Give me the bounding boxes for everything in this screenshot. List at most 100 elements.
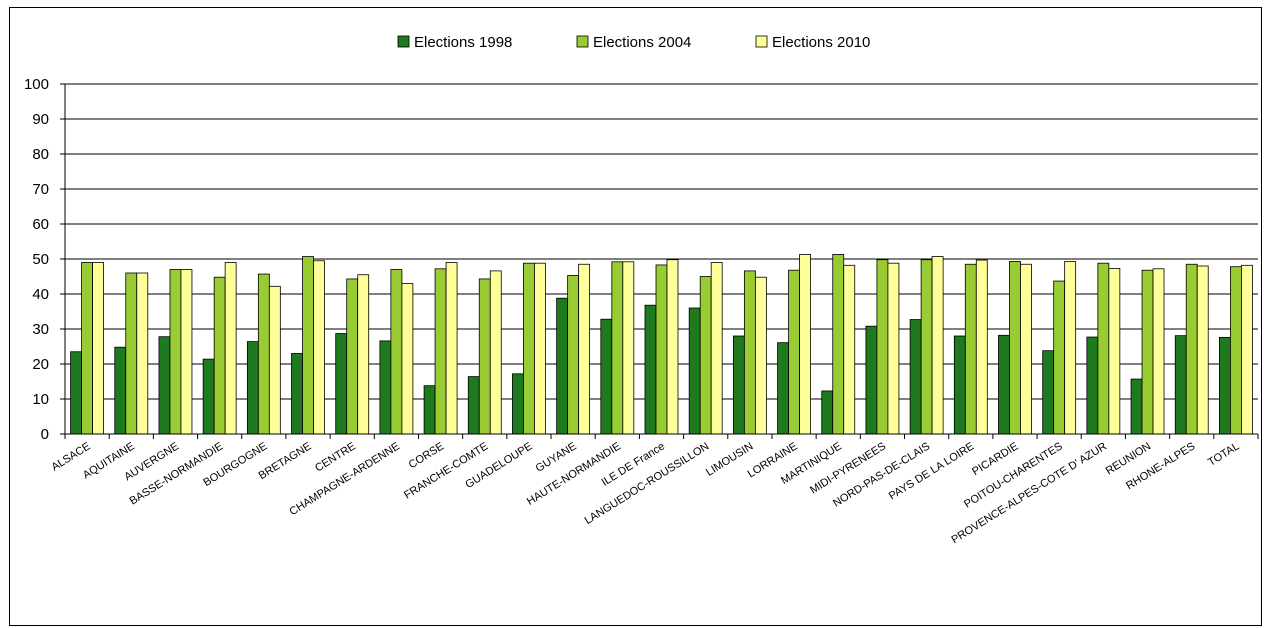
- bar-elections-2004-6: [346, 278, 359, 435]
- y-tick-label: 20: [32, 356, 49, 373]
- bar-elections-1998-21: [998, 334, 1010, 435]
- bar-elections-1998-12: [600, 318, 613, 435]
- bar-elections-2004-13: [655, 264, 668, 435]
- bar-elections-1998-23: [1086, 336, 1099, 435]
- bar-elections-1998-22: [1042, 350, 1055, 435]
- bar-elections-2010-13: [666, 259, 679, 435]
- bar-elections-2004-11: [567, 275, 580, 435]
- bar-elections-2010-12: [622, 261, 635, 435]
- y-tick-label: 80: [32, 146, 49, 163]
- bar-elections-1998-15: [732, 335, 745, 435]
- bar-elections-2004-20: [964, 263, 977, 435]
- legend-swatch: [755, 35, 768, 48]
- y-tick-label: 30: [32, 321, 49, 338]
- x-tick-label: FRANCHE-COMTE: [402, 440, 490, 501]
- bar-elections-2004-18: [876, 259, 889, 435]
- bar-elections-1998-18: [865, 325, 878, 435]
- bar-elections-1998-10: [512, 373, 524, 435]
- y-tick-label: 90: [32, 111, 49, 128]
- bar-elections-1998-3: [202, 358, 215, 435]
- x-tick-label: TOTAL: [1206, 440, 1242, 468]
- bar-elections-1998-26: [1219, 336, 1231, 435]
- bar-elections-1998-17: [821, 390, 834, 435]
- bar-elections-2010-23: [1108, 268, 1121, 435]
- bar-elections-2010-10: [534, 262, 546, 435]
- bar-elections-2010-0: [92, 262, 104, 435]
- y-tick-label: 100: [24, 76, 49, 93]
- y-tick-label: 0: [41, 426, 49, 443]
- bar-elections-2004-17: [832, 254, 845, 435]
- bar-elections-2004-22: [1053, 280, 1066, 435]
- bar-elections-2004-14: [699, 276, 712, 435]
- bar-elections-1998-16: [777, 342, 789, 435]
- legend-label: Elections 2004: [593, 34, 691, 51]
- y-tick-label: 60: [32, 216, 49, 233]
- y-tick-label: 70: [32, 181, 49, 198]
- bar-elections-2010-11: [578, 263, 591, 435]
- bar-elections-2004-23: [1097, 262, 1110, 435]
- bar-elections-2010-22: [1064, 261, 1077, 435]
- legend-label: Elections 1998: [414, 34, 512, 51]
- bar-series: [70, 254, 1253, 435]
- bar-elections-2010-6: [357, 274, 370, 435]
- bar-elections-2004-0: [81, 262, 93, 435]
- bar-elections-2004-25: [1185, 263, 1198, 435]
- bar-elections-2010-25: [1196, 265, 1209, 435]
- bar-elections-2004-16: [788, 269, 800, 435]
- bar-elections-2004-21: [1009, 261, 1021, 435]
- bar-elections-1998-20: [953, 335, 966, 435]
- bar-elections-2004-3: [213, 276, 226, 435]
- legend-label: Elections 2010: [772, 34, 870, 51]
- y-tick-label: 40: [32, 286, 49, 303]
- bar-elections-1998-6: [335, 333, 348, 435]
- bar-elections-2010-24: [1152, 268, 1165, 435]
- bar-elections-2004-8: [434, 268, 447, 435]
- bar-elections-2004-15: [743, 270, 756, 435]
- bar-elections-1998-8: [423, 385, 436, 435]
- bar-elections-2004-2: [169, 269, 182, 435]
- legend-swatch: [576, 35, 589, 48]
- bar-elections-2004-12: [611, 261, 624, 435]
- bar-elections-1998-25: [1174, 335, 1187, 435]
- y-tick-label: 10: [32, 391, 49, 408]
- bar-elections-2004-24: [1141, 269, 1154, 435]
- bar-elections-2010-17: [843, 264, 856, 435]
- bar-elections-2004-7: [390, 269, 403, 435]
- bar-elections-2010-18: [887, 262, 900, 435]
- bar-elections-2010-9: [489, 270, 502, 435]
- bar-elections-1998-1: [114, 346, 127, 435]
- bar-elections-1998-4: [246, 341, 259, 435]
- bar-elections-2010-5: [313, 260, 325, 435]
- bar-elections-1998-19: [909, 319, 922, 435]
- bar-elections-2004-26: [1230, 266, 1242, 435]
- bar-elections-2010-21: [1020, 263, 1032, 435]
- bar-elections-2010-3: [224, 262, 237, 435]
- bar-elections-2004-10: [523, 262, 535, 435]
- y-tick-label: 50: [32, 251, 49, 268]
- bar-elections-1998-24: [1130, 378, 1143, 435]
- bar-elections-2010-16: [799, 254, 811, 435]
- bar-elections-2010-2: [180, 269, 193, 435]
- bar-elections-2004-9: [478, 278, 491, 435]
- bar-elections-2010-26: [1241, 264, 1253, 435]
- bar-elections-2004-5: [302, 256, 314, 435]
- bar-elections-2010-7: [401, 283, 414, 435]
- bar-elections-2010-4: [268, 285, 281, 435]
- legend: Elections 1998 Elections 2004 Elections 20…: [397, 34, 870, 51]
- bar-elections-1998-11: [556, 297, 569, 435]
- legend-swatch: [397, 35, 410, 48]
- bar-elections-1998-7: [379, 340, 392, 435]
- bar-elections-2004-4: [257, 273, 270, 435]
- bar-elections-2010-20: [975, 259, 988, 435]
- bar-elections-1998-5: [291, 353, 303, 435]
- bar-elections-1998-0: [70, 351, 82, 435]
- y-axis-ticks: 0 10 20 30 40 50 60 70 80 90 100: [24, 76, 65, 443]
- bar-elections-1998-13: [644, 304, 657, 435]
- bar-elections-2010-15: [754, 276, 767, 435]
- bar-elections-1998-2: [158, 336, 171, 435]
- bar-elections-2010-14: [710, 262, 723, 435]
- bar-elections-1998-14: [688, 307, 701, 435]
- bar-elections-2004-19: [920, 259, 933, 435]
- bar-elections-1998-9: [467, 376, 480, 435]
